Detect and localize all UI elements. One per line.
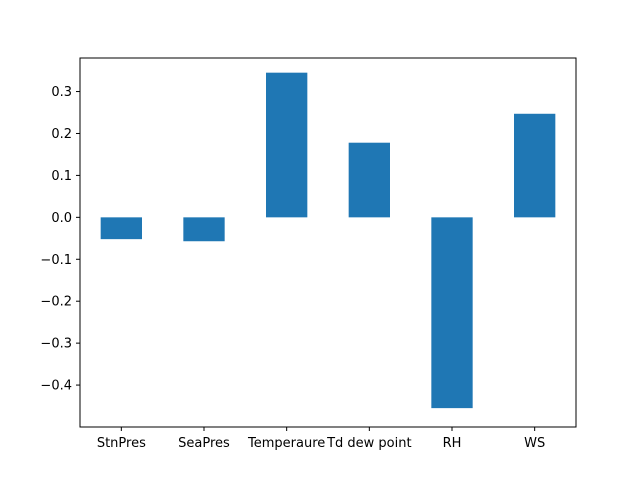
plot-frame — [79, 57, 577, 428]
bar-rh — [431, 217, 473, 409]
bar-stnpres — [100, 217, 142, 240]
x-axis: StnPres SeaPres Temperaure Td dew point RH WS — [97, 427, 545, 451]
y-tick-label: −0.2 — [40, 295, 72, 310]
bars-group — [100, 72, 556, 409]
x-tick-label: Temperaure — [247, 436, 325, 451]
bar-td-dew-point — [348, 142, 390, 218]
bar-ws — [514, 113, 556, 218]
y-tick-label: 0.3 — [51, 85, 72, 100]
y-tick-label: −0.3 — [40, 337, 72, 352]
x-tick-label: WS — [524, 436, 545, 451]
x-tick-label: SeaPres — [178, 436, 230, 451]
bar-temperaure — [266, 72, 308, 218]
y-tick-label: −0.1 — [40, 253, 72, 268]
x-tick-label: RH — [443, 436, 462, 451]
y-tick-label: 0.0 — [51, 211, 72, 226]
x-tick-label: StnPres — [97, 436, 146, 451]
x-tick-label: Td dew point — [326, 436, 412, 451]
bar-seapres — [183, 217, 225, 242]
y-axis: −0.4 −0.3 −0.2 −0.1 0.0 0.1 0.2 0.3 — [40, 85, 80, 394]
y-tick-label: 0.1 — [51, 169, 72, 184]
y-tick-label: −0.4 — [40, 379, 72, 394]
y-tick-label: 0.2 — [51, 127, 72, 142]
